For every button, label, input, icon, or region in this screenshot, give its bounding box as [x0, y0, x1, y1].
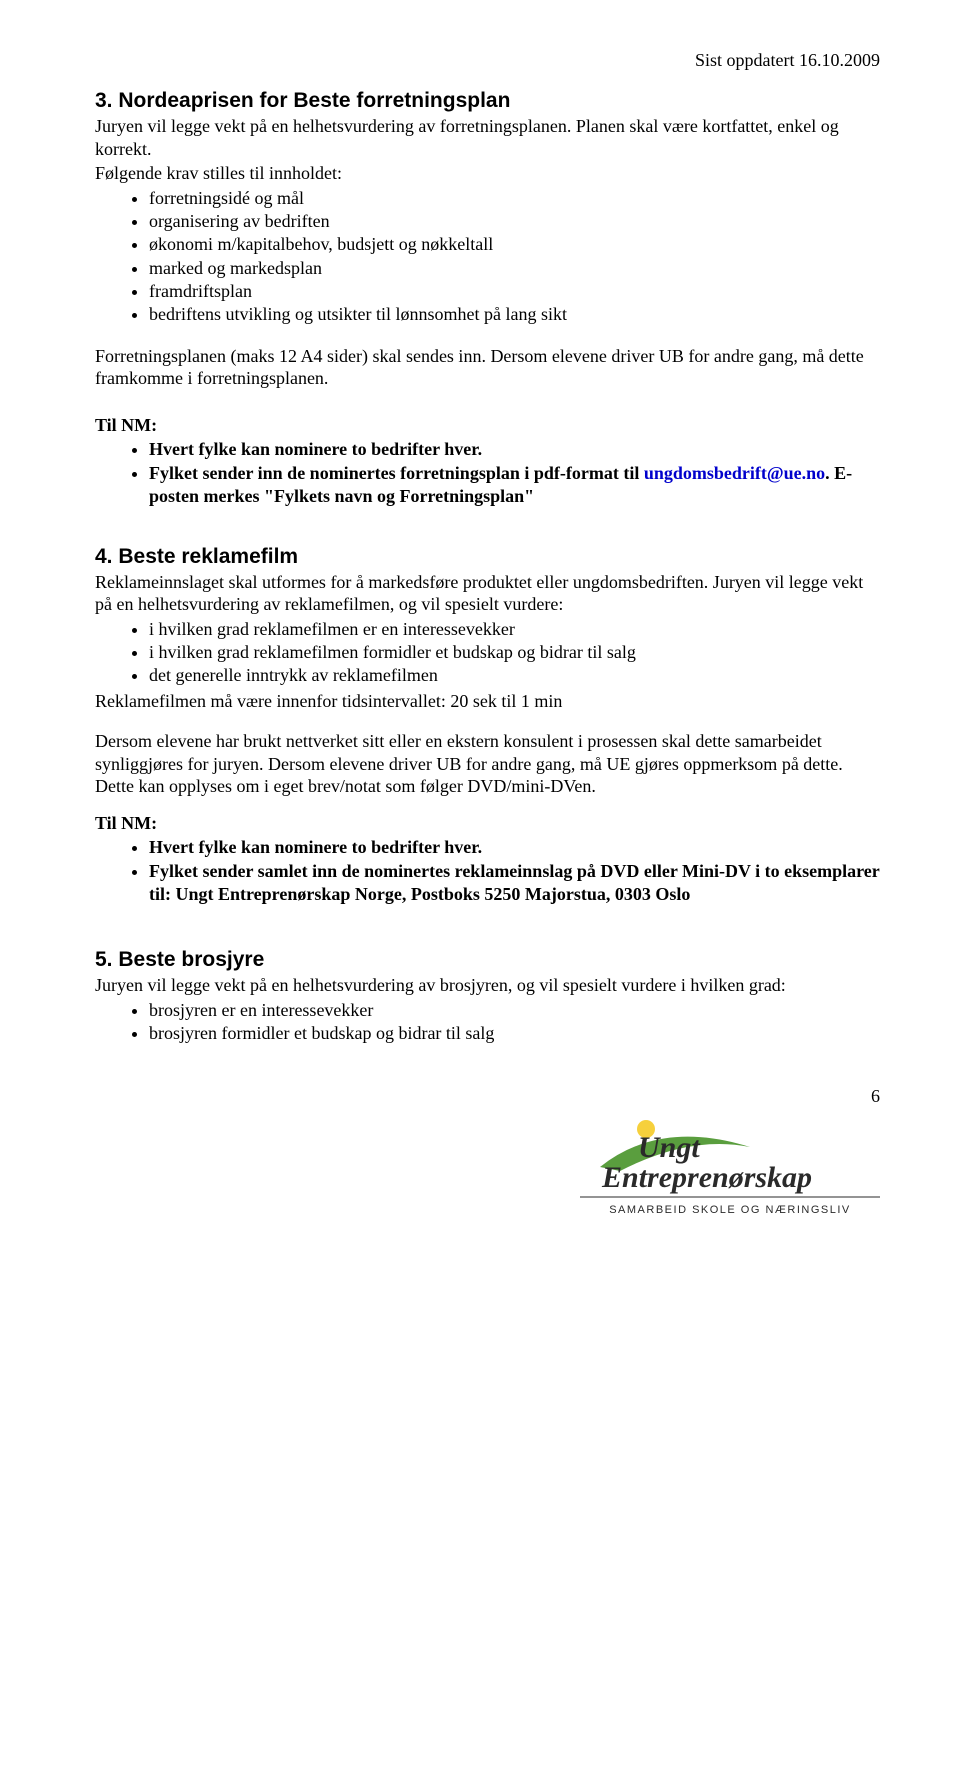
logo-block: 6 Ungt Entreprenørskap SAMARBEID SKOLE O…: [580, 1086, 880, 1224]
section-3-list: forretningsidé og mål organisering av be…: [95, 187, 880, 327]
section-4-intro: Reklameinnslaget skal utformes for å mar…: [95, 571, 880, 616]
nm-item-text-a: Fylket sender inn de nominertes forretni…: [149, 463, 644, 483]
logo-tagline: SAMARBEID SKOLE OG NÆRINGSLIV: [609, 1204, 851, 1216]
section-3-nm-list: Hvert fylke kan nominere to bedrifter hv…: [95, 438, 880, 508]
list-item: Fylket sender inn de nominertes forretni…: [149, 462, 880, 509]
logo-text-bottom: Entreprenørskap: [601, 1161, 812, 1194]
section-3-title: 3. Nordeaprisen for Beste forretningspla…: [95, 89, 880, 113]
email-link[interactable]: ungdomsbedrift@ue.no: [644, 463, 825, 483]
list-item: marked og markedsplan: [149, 257, 880, 280]
list-item: organisering av bedriften: [149, 210, 880, 233]
list-item: i hvilken grad reklamefilmen er en inter…: [149, 618, 880, 641]
list-item: økonomi m/kapitalbehov, budsjett og nøkk…: [149, 233, 880, 256]
list-item: brosjyren er en interessevekker: [149, 999, 880, 1022]
ungt-entreprenorskap-logo: Ungt Entreprenørskap SAMARBEID SKOLE OG …: [580, 1109, 880, 1219]
page-number: 6: [580, 1086, 880, 1107]
section-3-lead: Følgende krav stilles til innholdet:: [95, 162, 880, 185]
section-4-duration: Reklamefilmen må være innenfor tidsinter…: [95, 690, 880, 713]
section-4-nm-list: Hvert fylke kan nominere to bedrifter hv…: [95, 836, 880, 906]
section-5-intro: Juryen vil legge vekt på en helhetsvurde…: [95, 974, 880, 997]
list-item: Hvert fylke kan nominere to bedrifter hv…: [149, 438, 880, 461]
section-3-intro: Juryen vil legge vekt på en helhetsvurde…: [95, 115, 880, 160]
list-item: Hvert fylke kan nominere to bedrifter hv…: [149, 836, 880, 859]
list-item: Fylket sender samlet inn de nominertes r…: [149, 860, 880, 907]
last-updated: Sist oppdatert 16.10.2009: [95, 50, 880, 71]
list-item: framdriftsplan: [149, 280, 880, 303]
list-item: i hvilken grad reklamefilmen formidler e…: [149, 641, 880, 664]
list-item: brosjyren formidler et budskap og bidrar…: [149, 1022, 880, 1045]
section-3-para2: Forretningsplanen (maks 12 A4 sider) ska…: [95, 345, 880, 390]
section-5-title: 5. Beste brosjyre: [95, 948, 880, 972]
logo-text-top: Ungt: [638, 1131, 701, 1164]
list-item: det generelle inntrykk av reklamefilmen: [149, 664, 880, 687]
section-4-title: 4. Beste reklamefilm: [95, 545, 880, 569]
page-footer: 6 Ungt Entreprenørskap SAMARBEID SKOLE O…: [95, 1086, 880, 1224]
section-5-list: brosjyren er en interessevekker brosjyre…: [95, 999, 880, 1046]
document-page: Sist oppdatert 16.10.2009 3. Nordeaprise…: [0, 0, 960, 1244]
section-4-list: i hvilken grad reklamefilmen er en inter…: [95, 618, 880, 688]
list-item: bedriftens utvikling og utsikter til løn…: [149, 303, 880, 326]
section-4-para2: Dersom elevene har brukt nettverket sitt…: [95, 730, 880, 798]
list-item: forretningsidé og mål: [149, 187, 880, 210]
section-4-nm-label: Til NM:: [95, 812, 880, 835]
section-3-nm-label: Til NM:: [95, 414, 880, 437]
